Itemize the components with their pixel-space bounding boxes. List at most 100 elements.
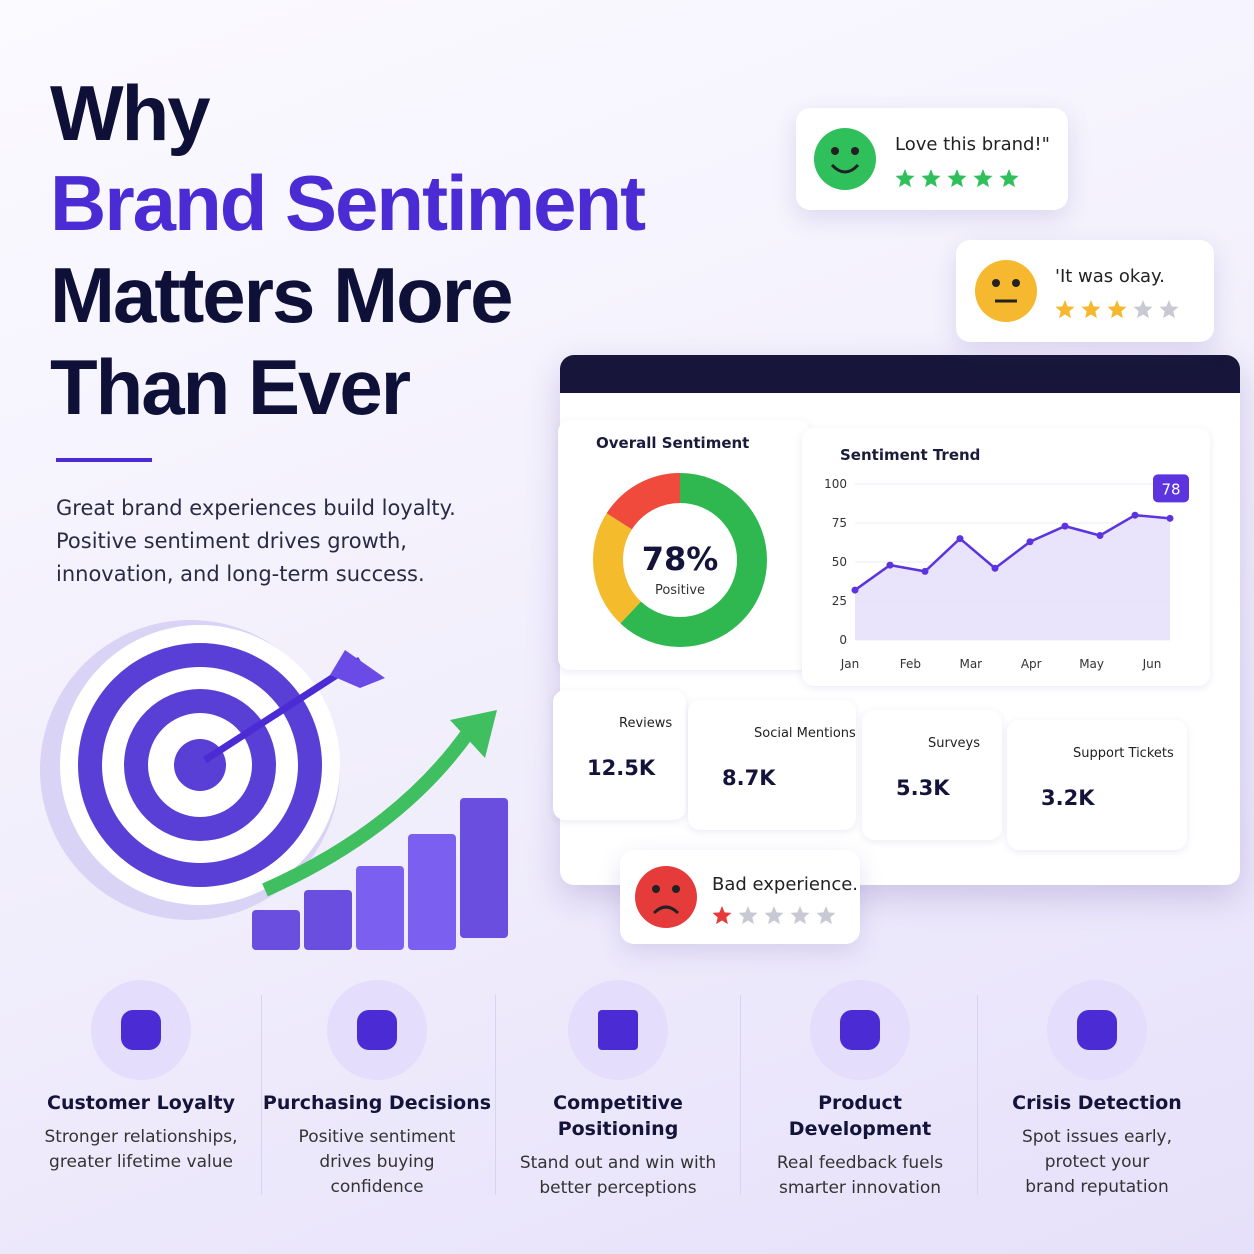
stat-label: Support Tickets [1073, 746, 1174, 761]
star [1081, 300, 1101, 319]
headline: Matters More [50, 251, 513, 339]
y-tick-label: 0 [839, 633, 847, 647]
headline: Brand Sentiment [50, 159, 646, 247]
trend-point [956, 535, 964, 543]
stat-value: 8.7K [722, 766, 776, 790]
star [921, 169, 941, 188]
column-divider [261, 995, 262, 1195]
divider [56, 458, 152, 462]
trend-point [1166, 514, 1174, 522]
headline: Why [50, 69, 211, 157]
review-text: 'It was okay. [1055, 266, 1165, 287]
review-text: Love this brand!" [895, 134, 1050, 155]
star [1055, 300, 1075, 319]
trend-line [854, 513, 1171, 592]
face-icon [975, 260, 1037, 322]
face-eye [652, 885, 660, 893]
face-eye [831, 147, 839, 155]
star [973, 169, 993, 188]
column-divider [495, 995, 496, 1195]
card-title: Sentiment Trend [840, 446, 981, 464]
stat-label: Social Mentions [754, 726, 856, 741]
trend-point [991, 564, 999, 572]
face-icon [635, 866, 697, 928]
donut-segment [593, 473, 767, 647]
star [790, 906, 810, 925]
face-eye [672, 885, 680, 893]
star [1107, 300, 1127, 319]
x-tick-label: Jun [1142, 657, 1162, 671]
star [712, 906, 732, 925]
callout-badge [1153, 474, 1189, 503]
feature-glyph [1077, 1010, 1117, 1050]
star [1133, 300, 1153, 319]
window-bar [560, 355, 1240, 393]
star [1159, 300, 1179, 319]
face-eye [851, 147, 859, 155]
feature-description: greater lifetime value [49, 1152, 233, 1172]
trend-point [1096, 531, 1104, 539]
headline: Than Ever [50, 343, 411, 431]
card-title: Overall Sentiment [596, 434, 750, 452]
feature-description: Spot issues early, [1021, 1127, 1173, 1147]
trend-area [855, 515, 1170, 640]
trend-point [1061, 522, 1069, 530]
feature-description: better perceptions [539, 1178, 697, 1198]
feature-description: drives buying [319, 1152, 435, 1172]
feature-description: brand reputation [1025, 1177, 1169, 1197]
intro-text: Great brand experiences build loyalty. [56, 496, 456, 520]
review-text: Bad experience. [712, 874, 859, 895]
feature-glyph [840, 1010, 880, 1050]
callout-label: 78 [1161, 480, 1180, 498]
y-tick-label: 25 [832, 594, 847, 608]
stat-card [862, 710, 1002, 840]
donut-value: 78% [642, 540, 719, 578]
star [816, 906, 836, 925]
y-tick-label: 100 [824, 477, 847, 491]
stat-value: 5.3K [896, 776, 950, 800]
donut-label: Positive [655, 583, 705, 598]
x-tick-label: May [1079, 657, 1104, 671]
star [764, 906, 784, 925]
feature-title: Product Development [788, 1092, 932, 1140]
face-eye [992, 279, 1000, 287]
feature-title: Crisis Detection [1012, 1092, 1182, 1114]
feature-description: Positive sentiment [298, 1127, 456, 1147]
feature-description: protect your [1044, 1152, 1150, 1172]
stat-card [688, 700, 856, 830]
x-tick-label: Apr [1021, 657, 1042, 671]
feature-description: smarter innovation [778, 1178, 942, 1198]
feature-glyph [357, 1010, 397, 1050]
stat-value: 3.2K [1041, 786, 1095, 810]
illustration [40, 620, 508, 950]
star [999, 169, 1019, 188]
star [738, 906, 758, 925]
y-tick-label: 50 [832, 555, 847, 569]
feature-glyph [121, 1010, 161, 1050]
column-divider [977, 995, 978, 1195]
trend-point [851, 586, 859, 594]
trend-point [921, 567, 929, 575]
feature-title: Customer Loyalty [47, 1092, 235, 1114]
feature-title: Purchasing Decisions [262, 1092, 492, 1114]
trend-point [886, 561, 894, 569]
x-tick-label: Jan [840, 657, 860, 671]
feature-description: confidence [330, 1177, 424, 1197]
feature-description: Stronger relationships, [44, 1127, 238, 1147]
face-mouth [830, 163, 860, 174]
stat-label: Reviews [619, 716, 673, 731]
star [895, 169, 915, 188]
trend-point [1131, 511, 1139, 519]
stat-label: Surveys [928, 736, 980, 751]
face-icon [814, 128, 876, 190]
intro-text: Positive sentiment drives growth, [56, 529, 407, 553]
y-tick-label: 75 [832, 516, 847, 530]
feature-glyph [598, 1010, 638, 1050]
star [947, 169, 967, 188]
stat-card [1007, 720, 1187, 850]
x-tick-label: Mar [959, 657, 982, 671]
intro-text: innovation, and long-term success. [56, 562, 425, 586]
face-mouth [652, 905, 680, 915]
